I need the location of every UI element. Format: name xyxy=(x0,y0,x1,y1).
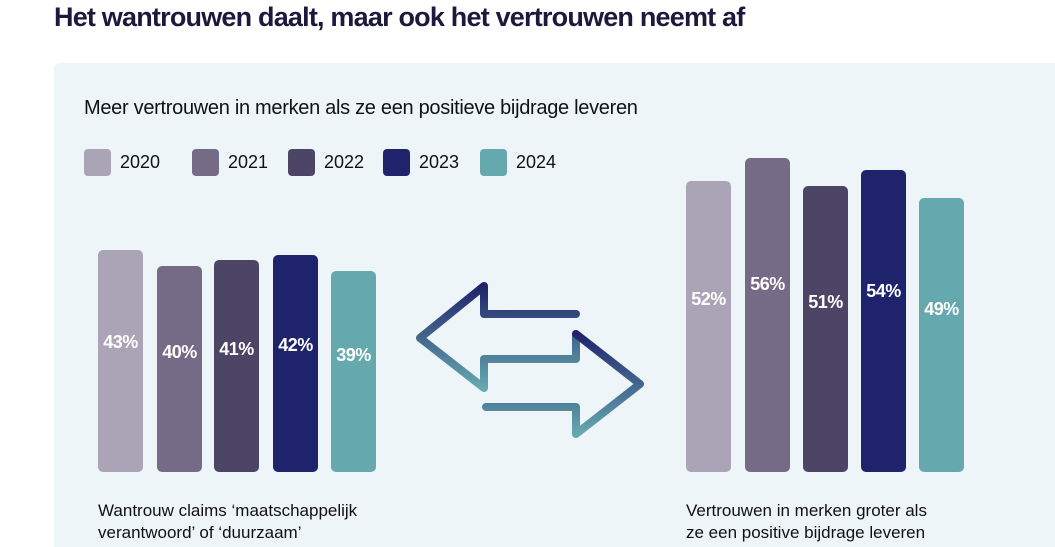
trust-bar-label-2020: 52% xyxy=(691,288,726,309)
distrust-bar-label-2021: 40% xyxy=(162,341,197,362)
legend-swatch xyxy=(383,149,410,176)
legend-label: 2024 xyxy=(516,152,557,172)
distrust-bar-2024 xyxy=(331,270,376,472)
distrust-bar-2020 xyxy=(98,250,143,472)
trust-bar-2024 xyxy=(919,197,964,472)
trust-bar-label-2022: 51% xyxy=(808,292,843,313)
distrust-bar-label-2023: 42% xyxy=(278,335,313,356)
legend-swatch xyxy=(288,149,315,176)
left-right-arrows-icon xyxy=(416,282,644,438)
distrust-bar-label-2020: 43% xyxy=(103,332,138,353)
legend-label: 2021 xyxy=(228,152,269,172)
legend-label: 2023 xyxy=(419,152,460,172)
right-arrow xyxy=(482,330,644,438)
distrust-caption-line1: Wantrouw claims ‘maatschappelijk xyxy=(98,501,358,520)
trust-bar-2022 xyxy=(803,186,848,472)
trust-bar-label-2024: 49% xyxy=(924,299,959,320)
legend-swatch xyxy=(480,149,507,176)
trust-bar-2021 xyxy=(745,158,790,472)
legend-swatch xyxy=(84,149,111,176)
trust-bar-2023 xyxy=(861,169,906,472)
trust-caption: Vertrouwen in merken groter als ze een p… xyxy=(686,500,927,544)
trust-bar-label-2023: 54% xyxy=(866,281,901,302)
trust-caption-line1: Vertrouwen in merken groter als xyxy=(686,501,927,520)
trust-bar-2020 xyxy=(686,180,731,472)
distrust-bar-label-2022: 41% xyxy=(219,338,254,359)
chart-subtitle: Meer vertrouwen in merken als ze een pos… xyxy=(84,97,638,119)
distrust-bar-2023 xyxy=(273,255,318,472)
distrust-bar-label-2024: 39% xyxy=(336,345,371,366)
legend-swatch xyxy=(192,149,219,176)
distrust-bar-2022 xyxy=(214,260,259,472)
page-title: Het wantrouwen daalt, maar ook het vertr… xyxy=(54,2,745,32)
trust-caption-line2: ze een positive bijdrage leveren xyxy=(686,523,926,542)
distrust-bar-2021 xyxy=(157,265,202,472)
trust-bar-label-2021: 56% xyxy=(750,274,785,295)
left-arrow xyxy=(416,282,580,392)
legend-label: 2022 xyxy=(324,152,365,172)
distrust-caption: Wantrouw claims ‘maatschappelijk verantw… xyxy=(98,500,357,544)
legend-label: 2020 xyxy=(120,152,161,172)
distrust-caption-line2: verantwoord’ of ‘duurzaam’ xyxy=(98,523,302,542)
